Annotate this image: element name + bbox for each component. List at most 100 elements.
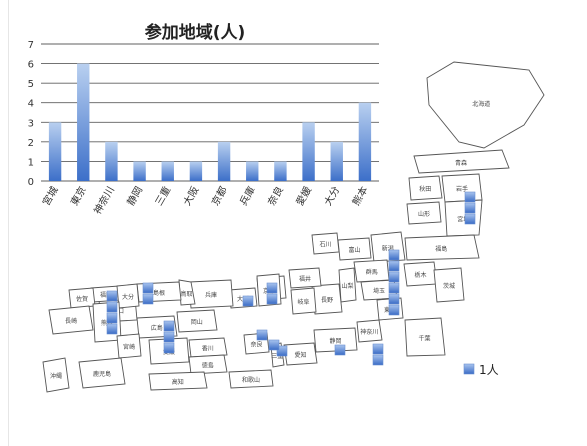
map-region: 秋田 — [408, 175, 443, 201]
map-region: 福島 — [404, 234, 480, 261]
region-label: 宮城 — [457, 215, 469, 223]
map-region: 富山 — [337, 237, 372, 261]
map-region: 千葉 — [404, 317, 446, 357]
pin-marker — [388, 282, 400, 294]
pin-marker — [242, 295, 254, 307]
region-label: 茨城 — [443, 282, 455, 290]
map-region: 鹿児島 — [78, 357, 126, 389]
map-region: 群馬 — [353, 259, 390, 283]
pin-marker — [388, 260, 400, 272]
region-label: 神奈川 — [360, 328, 378, 336]
region-shape — [78, 357, 126, 389]
map-region: 香川 — [188, 337, 228, 358]
bar — [105, 141, 118, 181]
map-region: 和歌山 — [228, 369, 274, 389]
x-tick-label: 愛媛 — [293, 184, 314, 208]
pin-marker — [163, 320, 175, 332]
region-label: 岐阜 — [297, 298, 309, 306]
map-region: 栃木 — [403, 261, 438, 287]
region-label: 広島 — [151, 324, 163, 332]
region-shape — [413, 149, 510, 174]
region-label: 高知 — [172, 378, 184, 386]
legend-swatch — [463, 363, 475, 375]
region-shape — [283, 342, 318, 366]
x-tick-label: 神奈川 — [91, 184, 117, 216]
region-shape — [404, 317, 446, 357]
x-tick-label: 東京 — [68, 184, 89, 208]
map-region: 北海道 — [426, 61, 545, 149]
region-label: 秋田 — [419, 185, 431, 193]
region-label: 岩手 — [456, 185, 468, 193]
y-tick-label: 2 — [28, 138, 34, 149]
map-region: 岩手 — [441, 173, 483, 203]
x-tick-label: 熊本 — [349, 184, 370, 208]
bar — [161, 161, 174, 181]
region-label: 宮崎 — [123, 343, 135, 351]
map-region: 兵庫 — [188, 279, 234, 309]
map-region: 山形 — [406, 201, 442, 225]
region-label: 福岡 — [100, 291, 112, 299]
region-label: 岡山 — [191, 318, 203, 326]
y-axis-ticks: 0 1 2 3 4 5 6 7 — [28, 40, 34, 188]
y-tick-label: 6 — [28, 60, 34, 71]
bar — [330, 141, 343, 181]
x-tick-label: 静岡 — [124, 184, 145, 208]
region-label: 愛知 — [294, 351, 306, 359]
pin-marker — [372, 343, 384, 355]
pin-marker — [388, 304, 400, 316]
map-region: 福井 — [288, 267, 322, 289]
bar — [217, 141, 231, 181]
region-shape — [288, 267, 322, 289]
y-tick-label: 3 — [28, 118, 34, 129]
y-tick-label: 5 — [28, 79, 34, 90]
region-label: 和歌山 — [242, 376, 260, 384]
pin-marker — [106, 290, 118, 302]
map-region: 新潟 — [370, 231, 406, 263]
region-label: 奈良 — [250, 341, 262, 349]
pin-marker — [106, 301, 118, 313]
map-region: 長野 — [311, 283, 343, 315]
map-region: 山梨 — [338, 267, 357, 303]
chart-title: 参加地域(人) — [145, 22, 246, 43]
map-region: 神奈川 — [356, 319, 383, 343]
x-tick-label: 京都 — [208, 184, 229, 208]
region-shape — [426, 61, 545, 149]
pin-marker — [334, 344, 346, 356]
map-region: 青森 — [413, 149, 510, 174]
region-label: 香川 — [202, 345, 214, 353]
region-label: 石川 — [319, 242, 331, 249]
bar — [302, 122, 315, 181]
map-region: 徳島 — [188, 354, 228, 375]
pin-marker — [372, 354, 384, 366]
region-label: 長崎 — [65, 317, 77, 325]
map-region: 岐阜 — [290, 287, 317, 315]
pin-marker — [268, 339, 280, 351]
pin-marker — [163, 331, 175, 343]
pin-marker — [142, 282, 154, 294]
bar-series — [48, 63, 372, 182]
region-shape — [290, 287, 317, 315]
pin-marker — [266, 293, 278, 305]
region-label: 千葉 — [418, 334, 430, 342]
region-label: 栃木 — [414, 271, 426, 279]
region-label: 鳥取 — [180, 290, 192, 298]
map-region: 佐賀 — [68, 287, 96, 309]
region-shape — [188, 354, 228, 375]
x-axis-ticks: 宮城 東京 神奈川 静岡 三重 大阪 京都 兵庫 奈良 愛媛 大分 熊本 — [39, 184, 370, 216]
map-region: 岡山 — [176, 309, 218, 333]
map-region: 愛知 — [283, 342, 318, 366]
x-tick-label: 兵庫 — [237, 184, 258, 208]
region-shape — [408, 175, 443, 201]
region-label: 山梨 — [341, 282, 353, 290]
bar — [246, 161, 259, 181]
region-label: 新潟 — [382, 244, 394, 252]
region-label: 島根 — [153, 289, 165, 297]
map-region: 茨城 — [433, 267, 465, 303]
region-shape — [176, 309, 218, 333]
y-tick-label: 4 — [28, 99, 34, 110]
map-region: 高知 — [148, 371, 208, 391]
region-shape — [228, 369, 274, 389]
region-shape — [338, 267, 357, 303]
